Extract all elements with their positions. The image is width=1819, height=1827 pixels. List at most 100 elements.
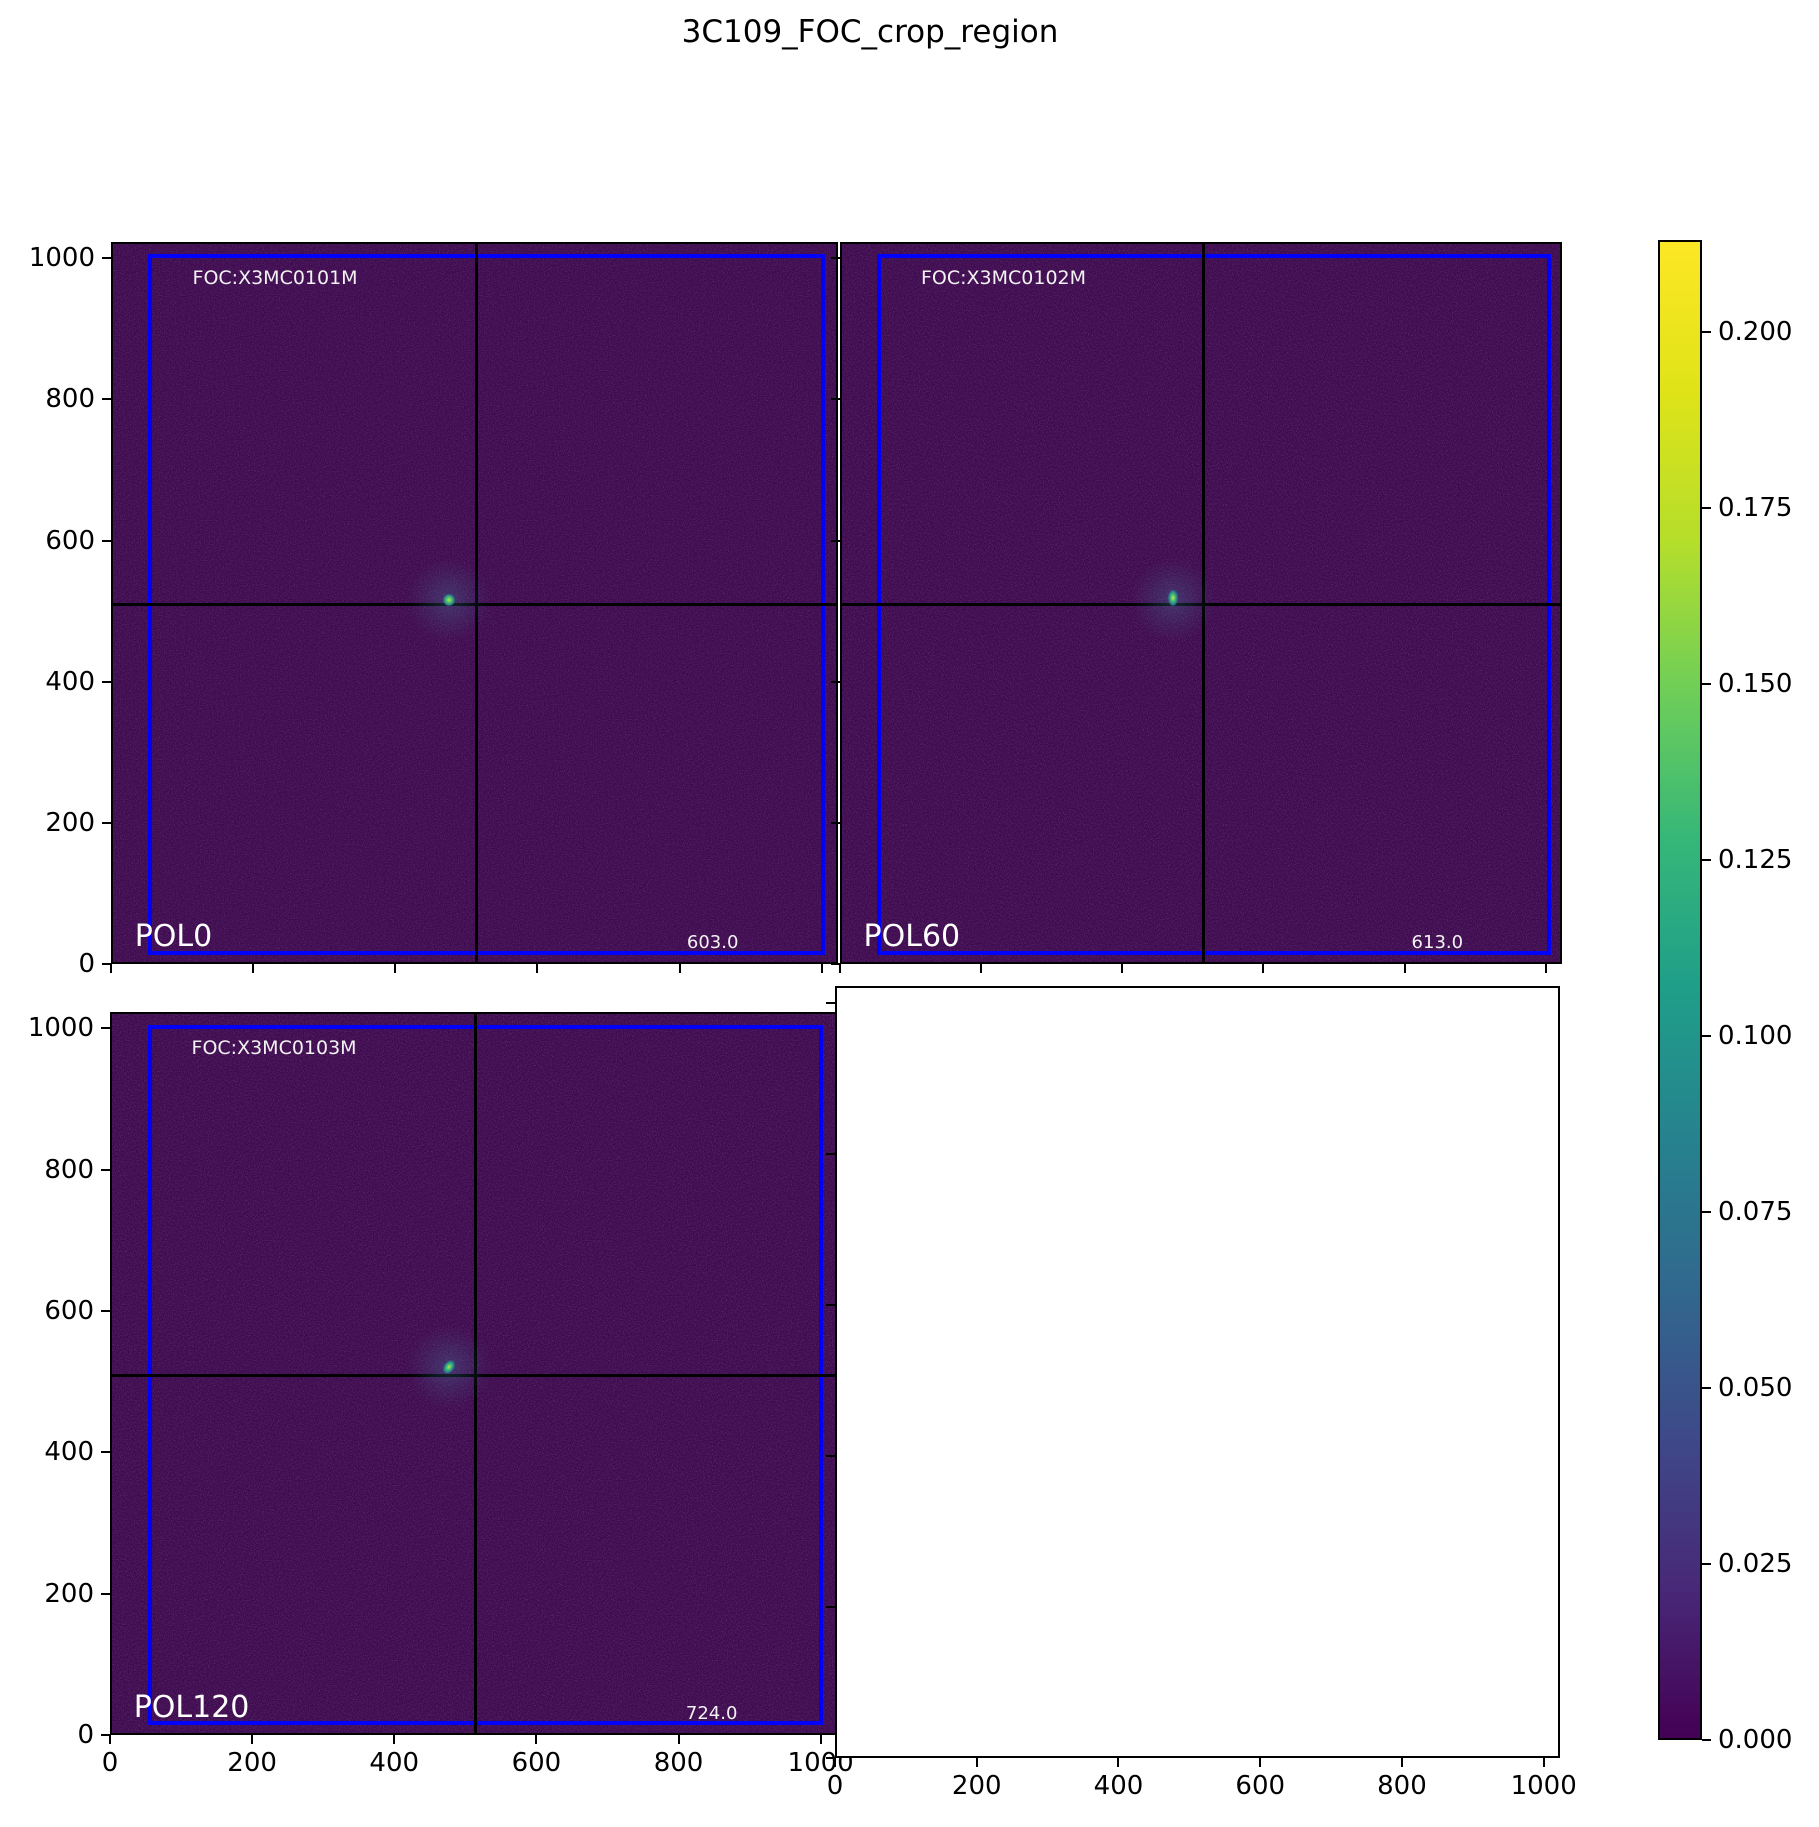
chip-gap-horizontal-line (113, 603, 836, 607)
y-tick-mark (102, 398, 111, 401)
x-tick-mark (109, 1735, 111, 1744)
subplot-empty (835, 986, 1560, 1758)
figure-title: 3C109_FOC_crop_region (681, 14, 1059, 50)
y-tick-mark (102, 680, 111, 683)
x-tick-mark (980, 964, 983, 973)
y-tick-label: 600 (45, 525, 95, 556)
y-tick-mark (826, 1304, 835, 1307)
x-tick-mark (1542, 1758, 1545, 1767)
x-tick-label: 0 (826, 1771, 844, 1801)
y-tick-mark (826, 1606, 835, 1609)
colorbar-tick-mark (1702, 1739, 1711, 1741)
y-tick-mark (831, 257, 840, 260)
y-tick-label: 600 (44, 1295, 94, 1326)
y-tick-mark (101, 1168, 110, 1171)
colorbar (1658, 240, 1702, 1740)
foc-id-label: FOC:X3MC0101M (192, 266, 358, 289)
subplot-pol120: FOC:X3MC0103M POL120 724.0 (110, 1012, 837, 1735)
chip-gap-vertical-line (475, 244, 479, 962)
x-tick-mark (251, 1735, 254, 1744)
x-tick-mark (252, 964, 255, 973)
foc-id-label: FOC:X3MC0102M (920, 266, 1087, 289)
x-tick-mark (1117, 1758, 1120, 1767)
x-tick-mark (394, 964, 397, 973)
x-tick-mark (393, 1735, 396, 1744)
y-tick-label: 200 (45, 807, 95, 838)
x-tick-mark (1259, 1758, 1262, 1767)
x-tick-mark (1544, 964, 1547, 973)
flux-value-label: 603.0 (686, 932, 739, 954)
subplot-pol60: FOC:X3MC0102M POL60 613.0 (840, 242, 1562, 964)
x-tick-mark (535, 1735, 538, 1744)
y-tick-mark (831, 821, 840, 824)
y-tick-mark (826, 1002, 835, 1005)
y-tick-mark (826, 1757, 835, 1759)
pol-angle-label: POL60 (863, 919, 961, 955)
y-tick-mark (101, 1309, 110, 1312)
colorbar-tick-label: 0.025 (1718, 1548, 1793, 1579)
x-tick-mark (834, 1758, 836, 1767)
colorbar-tick-mark (1702, 1034, 1711, 1037)
y-tick-mark (101, 1027, 110, 1030)
x-tick-mark (1400, 1758, 1403, 1767)
source-spot (1166, 589, 1180, 611)
x-tick-mark (678, 964, 681, 973)
colorbar-tick-label: 0.000 (1718, 1725, 1793, 1755)
x-tick-mark (975, 1758, 978, 1767)
x-tick-label: 600 (511, 1748, 562, 1778)
source-spot (443, 593, 456, 606)
y-tick-mark (831, 539, 840, 542)
y-tick-mark (102, 539, 111, 542)
y-tick-label: 200 (44, 1578, 94, 1609)
colorbar-tick-label: 0.200 (1718, 316, 1793, 347)
y-tick-label: 400 (45, 666, 95, 697)
y-tick-label: 800 (44, 1154, 94, 1185)
colorbar-tick-mark (1702, 506, 1711, 509)
y-tick-mark (101, 1451, 110, 1454)
colorbar-tick-label: 0.125 (1718, 844, 1793, 875)
flux-value-label: 613.0 (1411, 932, 1464, 954)
y-tick-label: 800 (45, 384, 95, 415)
x-tick-mark (536, 964, 539, 973)
x-tick-label: 200 (227, 1748, 277, 1778)
x-tick-mark (1262, 964, 1265, 973)
chip-gap-vertical-line (474, 1014, 478, 1733)
pol-angle-label: POL120 (133, 1690, 250, 1726)
colorbar-tick-mark (1702, 1210, 1711, 1213)
y-tick-mark (831, 398, 840, 401)
subplot-pol0: FOC:X3MC0101M POL0 603.0 (111, 242, 838, 964)
chip-gap-horizontal-line (112, 1373, 835, 1377)
x-tick-mark (1121, 964, 1124, 973)
colorbar-tick-label: 0.075 (1718, 1196, 1793, 1227)
y-tick-mark (831, 680, 840, 683)
y-tick-mark (102, 821, 111, 824)
y-tick-mark (102, 257, 111, 260)
colorbar-tick-label: 0.050 (1718, 1372, 1793, 1403)
x-tick-label: 400 (1093, 1771, 1144, 1801)
chip-gap-horizontal-line (842, 603, 1560, 607)
x-tick-label: 800 (1377, 1771, 1427, 1801)
y-tick-mark (826, 1455, 835, 1458)
colorbar-tick-label: 0.100 (1718, 1020, 1793, 1051)
x-tick-mark (820, 964, 823, 973)
x-tick-label: 0 (101, 1748, 119, 1778)
x-tick-mark (819, 1735, 822, 1744)
y-tick-mark (826, 1153, 835, 1156)
flux-value-label: 724.0 (685, 1703, 738, 1725)
y-tick-mark (831, 963, 840, 965)
pol-angle-label: POL0 (134, 919, 213, 955)
colorbar-tick-mark (1702, 1386, 1711, 1389)
x-tick-mark (110, 964, 112, 973)
x-tick-label: 400 (369, 1748, 420, 1778)
colorbar-tick-label: 0.150 (1718, 668, 1793, 699)
x-tick-label: 600 (1235, 1771, 1286, 1801)
x-tick-mark (839, 964, 841, 973)
colorbar-tick-mark (1702, 682, 1711, 685)
y-tick-label: 0 (77, 1720, 94, 1750)
colorbar-tick-mark (1702, 858, 1711, 861)
colorbar-tick-mark (1702, 1562, 1711, 1565)
x-tick-mark (677, 1735, 680, 1744)
y-tick-mark (101, 1592, 110, 1595)
y-tick-mark (102, 963, 111, 965)
